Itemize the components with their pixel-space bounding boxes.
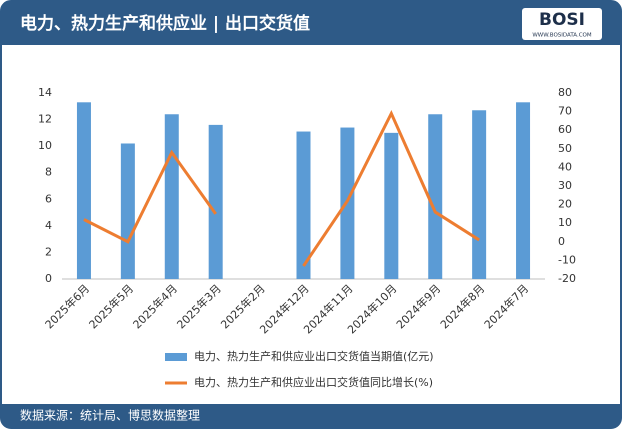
footer-bar xyxy=(1,404,621,428)
logo-url: WWW.BOSIDATA.COM xyxy=(532,33,592,39)
bar xyxy=(120,143,135,279)
y2-tick-label: 40 xyxy=(558,160,572,173)
y2-tick-label: 0 xyxy=(558,235,565,248)
y-tick-label: 12 xyxy=(38,113,52,126)
y2-tick-label: -20 xyxy=(558,272,576,285)
y2-tick-label: 30 xyxy=(558,179,572,192)
bar xyxy=(164,114,179,279)
y2-tick-label: -10 xyxy=(558,253,576,266)
bar xyxy=(384,132,399,279)
y2-tick-label: 60 xyxy=(558,123,572,136)
line xyxy=(83,109,480,267)
y-tick-label: 0 xyxy=(45,272,52,285)
logo-box xyxy=(522,8,602,40)
bar xyxy=(296,131,311,279)
y2-tick-label: 50 xyxy=(558,142,572,155)
y-tick-label: 10 xyxy=(38,139,52,152)
y2-tick-label: 70 xyxy=(558,105,572,118)
y-tick-label: 8 xyxy=(45,166,52,179)
y-tick-label: 14 xyxy=(38,86,52,99)
legend-swatch xyxy=(165,353,187,361)
logo-name: BOSI xyxy=(539,10,585,30)
y-tick-label: 4 xyxy=(45,219,52,232)
source-note: 数据来源：统计局、博思数据整理 xyxy=(20,408,200,423)
bar xyxy=(516,102,531,279)
legend-label: 电力、热力生产和供应业出口交货值同比增长(%) xyxy=(194,375,433,389)
header-bar xyxy=(1,1,621,45)
chart-title: 电力、热力生产和供应业 | 出口交货值 xyxy=(20,13,310,34)
bar xyxy=(472,110,487,280)
y2-tick-label: 80 xyxy=(558,86,572,99)
y-tick-label: 6 xyxy=(45,192,52,205)
y2-tick-label: 10 xyxy=(558,216,572,229)
y-tick-label: 2 xyxy=(45,245,52,258)
bar xyxy=(428,114,443,279)
bar xyxy=(208,124,223,279)
bar xyxy=(76,102,91,279)
legend-label: 电力、热力生产和供应业出口交货值当期值(亿元) xyxy=(194,349,434,363)
y2-tick-label: 20 xyxy=(558,198,572,211)
